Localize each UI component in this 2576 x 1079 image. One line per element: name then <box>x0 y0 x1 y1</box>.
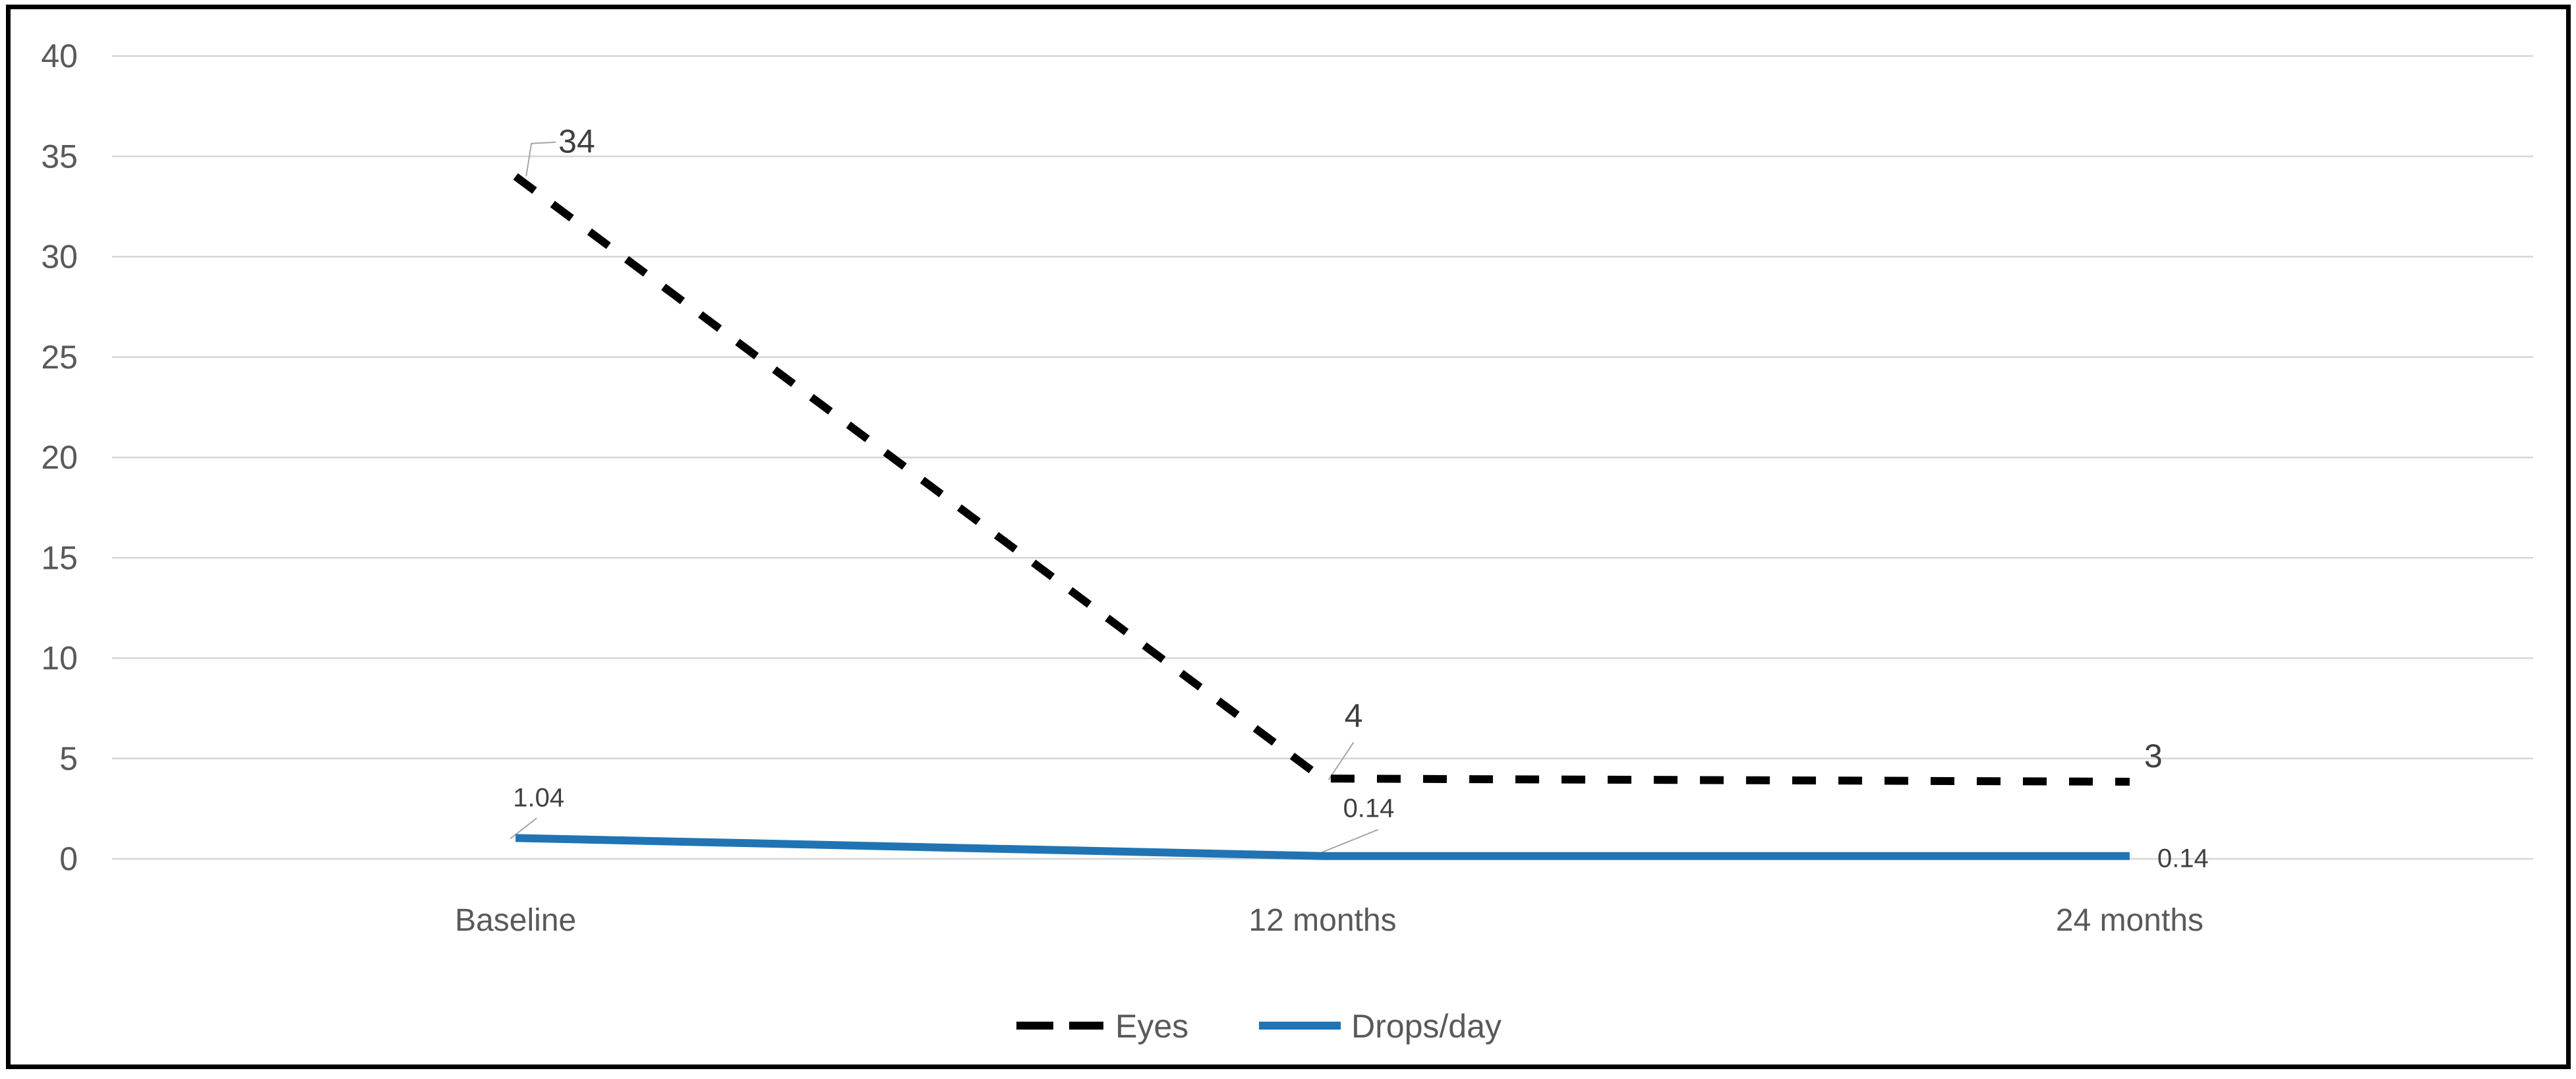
data-label: 0.14 <box>2157 844 2209 873</box>
legend-label-drops-day: Drops/day <box>1351 1008 1502 1045</box>
x-axis-label-24-months: 24 months <box>2056 903 2204 938</box>
y-tick-label-35: 35 <box>41 138 78 175</box>
leader-line <box>525 141 556 177</box>
legend-item-drops-day: Drops/day <box>1259 1008 1502 1045</box>
y-tick-label-10: 10 <box>41 640 78 677</box>
data-label: 0.14 <box>1343 794 1395 823</box>
y-tick-label-0: 0 <box>59 840 78 877</box>
y-tick-label-5: 5 <box>59 740 78 777</box>
y-tick-label-30: 30 <box>41 239 78 276</box>
data-label: 3 <box>2144 738 2163 774</box>
leader-line <box>1328 742 1355 780</box>
x-axis-label-12-months: 12 months <box>1248 903 1396 938</box>
data-label: 34 <box>558 123 595 160</box>
x-axis-label-baseline: Baseline <box>455 903 576 938</box>
leader-line <box>1316 829 1378 856</box>
y-tick-label-15: 15 <box>41 539 78 576</box>
series-line-drops-day <box>515 834 2130 860</box>
y-tick-label-40: 40 <box>41 38 78 74</box>
leader-line <box>510 817 537 840</box>
data-label: 4 <box>1345 697 1363 734</box>
series-line-eyes <box>513 173 2130 786</box>
data-label: 1.04 <box>513 783 564 812</box>
y-tick-label-25: 25 <box>41 339 78 376</box>
legend: Eyes Drops/day <box>1016 1008 1502 1045</box>
legend-label-eyes: Eyes <box>1115 1008 1188 1045</box>
y-tick-label-20: 20 <box>41 439 78 476</box>
legend-item-eyes: Eyes <box>1016 1008 1188 1045</box>
